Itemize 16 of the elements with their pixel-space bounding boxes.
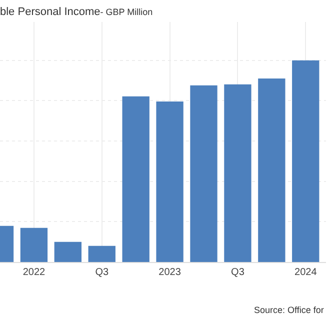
bar (88, 246, 116, 262)
x-tick-label: 2022 (22, 267, 46, 278)
bar (258, 78, 286, 262)
source-note: Source: Office for (254, 305, 324, 315)
x-tick-label: 2023 (158, 267, 182, 278)
bar (224, 84, 252, 262)
bar (54, 242, 82, 262)
bar (292, 60, 320, 262)
x-tick-label: 2024 (294, 267, 318, 278)
x-tick-label: Q3 (95, 267, 109, 278)
chart-subtitle: - GBP Million (100, 7, 153, 18)
x-tick-label: Q3 (231, 267, 245, 278)
bar (122, 96, 150, 262)
bar (20, 228, 48, 262)
bar (156, 101, 184, 262)
bar (190, 85, 218, 262)
